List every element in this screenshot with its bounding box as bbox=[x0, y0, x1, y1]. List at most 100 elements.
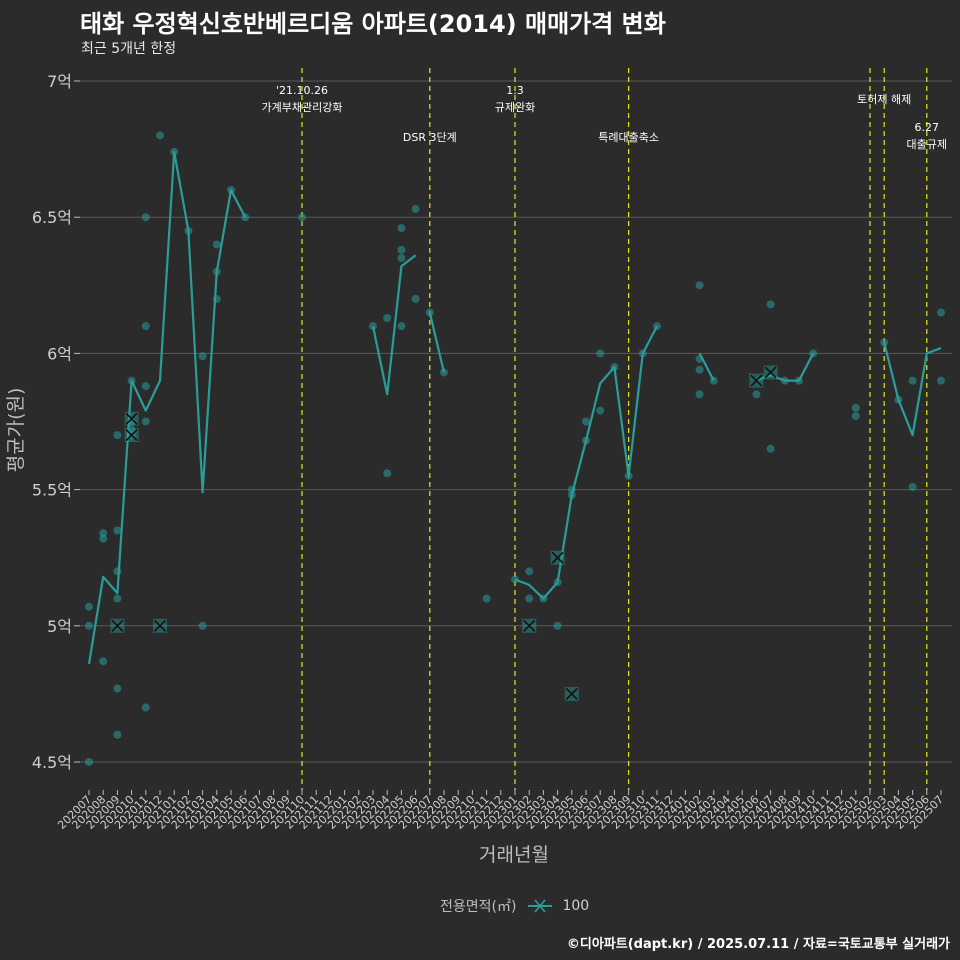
data-point bbox=[695, 281, 704, 290]
data-point bbox=[525, 567, 534, 576]
legend-key-icon bbox=[528, 899, 553, 913]
data-point bbox=[596, 349, 605, 358]
data-point bbox=[908, 376, 917, 385]
x-marker-stroke bbox=[565, 687, 578, 700]
data-point bbox=[298, 213, 306, 222]
data-point bbox=[908, 482, 917, 491]
series-line-segment bbox=[87, 150, 247, 665]
event-label: 가계부채관리강화 bbox=[262, 101, 343, 114]
x-marker bbox=[522, 618, 537, 633]
x-marker-stroke bbox=[764, 366, 777, 379]
data-point bbox=[198, 621, 207, 630]
x-marker bbox=[110, 618, 125, 633]
series-x-markers bbox=[110, 365, 778, 701]
legend-entry-100: 100 bbox=[562, 898, 590, 914]
y-tick-label: 5.5억 bbox=[32, 481, 72, 500]
data-point bbox=[113, 526, 122, 535]
x-marker-stroke bbox=[125, 412, 138, 425]
data-point bbox=[511, 575, 519, 584]
data-point bbox=[369, 322, 377, 331]
data-point bbox=[624, 471, 633, 480]
data-point bbox=[127, 376, 136, 385]
x-marker-stroke bbox=[523, 619, 536, 632]
data-point bbox=[227, 185, 235, 194]
series-lines bbox=[87, 150, 942, 665]
data-point bbox=[113, 684, 122, 693]
x-marker bbox=[550, 550, 565, 565]
x-marker bbox=[124, 428, 139, 443]
data-point bbox=[709, 376, 718, 385]
series-points bbox=[85, 131, 945, 766]
data-point bbox=[113, 431, 122, 440]
x-marker bbox=[124, 411, 139, 426]
data-point bbox=[766, 444, 775, 453]
data-point bbox=[894, 395, 903, 404]
data-point bbox=[766, 300, 775, 309]
y-axis-label: 평균가(원) bbox=[5, 388, 27, 473]
x-marker-stroke bbox=[750, 374, 763, 387]
data-point bbox=[539, 594, 548, 603]
x-marker-stroke bbox=[111, 619, 124, 632]
legend-title: 전용면적(㎡) bbox=[440, 899, 517, 915]
x-marker-stroke bbox=[551, 551, 564, 564]
data-point bbox=[653, 322, 661, 331]
data-point bbox=[141, 322, 150, 331]
data-point bbox=[113, 567, 122, 576]
data-point bbox=[482, 594, 491, 603]
data-point bbox=[440, 368, 448, 377]
data-point bbox=[397, 322, 406, 331]
data-point bbox=[638, 349, 647, 358]
source-caption: ©디아파트(dapt.kr) / 2025.07.11 / 자료=국토교통부 실… bbox=[566, 937, 950, 952]
grid-lines bbox=[80, 80, 952, 763]
data-point bbox=[553, 578, 562, 587]
y-tick-label: 5억 bbox=[47, 617, 72, 636]
data-point bbox=[113, 594, 122, 603]
y-tick-labels: 4.5억 5억 5.5억 6억 6.5억 7억 bbox=[32, 72, 80, 772]
chart-title: 태화 우정혁신호반베르디움 아파트(2014) 매매가격 변화 bbox=[80, 10, 666, 38]
data-point bbox=[85, 758, 93, 766]
data-point bbox=[397, 245, 406, 254]
data-point bbox=[610, 363, 619, 372]
data-point bbox=[596, 406, 605, 415]
data-point bbox=[113, 730, 122, 739]
data-point bbox=[851, 412, 860, 421]
data-point bbox=[582, 436, 590, 445]
event-label: 대출규제 bbox=[907, 138, 947, 151]
data-point bbox=[99, 657, 108, 666]
data-point bbox=[85, 621, 93, 630]
data-point bbox=[170, 147, 179, 156]
event-label: 특례대출축소 bbox=[598, 131, 659, 144]
data-point bbox=[184, 226, 193, 235]
data-point bbox=[141, 213, 150, 222]
data-point bbox=[141, 417, 150, 426]
data-point bbox=[695, 354, 704, 363]
series-line-segment bbox=[371, 254, 417, 396]
x-marker bbox=[763, 365, 778, 380]
data-point bbox=[411, 205, 420, 214]
data-point bbox=[937, 376, 945, 385]
data-point bbox=[809, 349, 818, 358]
legend: 전용면적(㎡) 100 bbox=[440, 896, 589, 916]
x-marker-stroke bbox=[125, 429, 138, 442]
data-point bbox=[397, 254, 406, 263]
data-point bbox=[141, 382, 150, 391]
data-point bbox=[567, 491, 576, 500]
series-line-segment bbox=[883, 342, 942, 437]
event-label: 1.3 bbox=[506, 84, 524, 97]
x-tick-labels: 2020072020082020092020102020112020122021… bbox=[55, 790, 946, 832]
y-tick-label: 6억 bbox=[47, 344, 72, 363]
data-point bbox=[880, 338, 889, 347]
chart-subtitle: 최근 5개년 한정 bbox=[81, 41, 177, 57]
data-point bbox=[212, 294, 221, 303]
data-point bbox=[383, 469, 392, 478]
x-axis-label: 거래년월 bbox=[479, 844, 549, 866]
data-point bbox=[383, 313, 392, 322]
data-point bbox=[127, 417, 136, 426]
data-point bbox=[397, 224, 406, 233]
data-point bbox=[795, 376, 803, 385]
data-point bbox=[212, 240, 221, 249]
data-point bbox=[780, 376, 789, 385]
data-point bbox=[241, 213, 250, 222]
data-point bbox=[212, 267, 221, 276]
